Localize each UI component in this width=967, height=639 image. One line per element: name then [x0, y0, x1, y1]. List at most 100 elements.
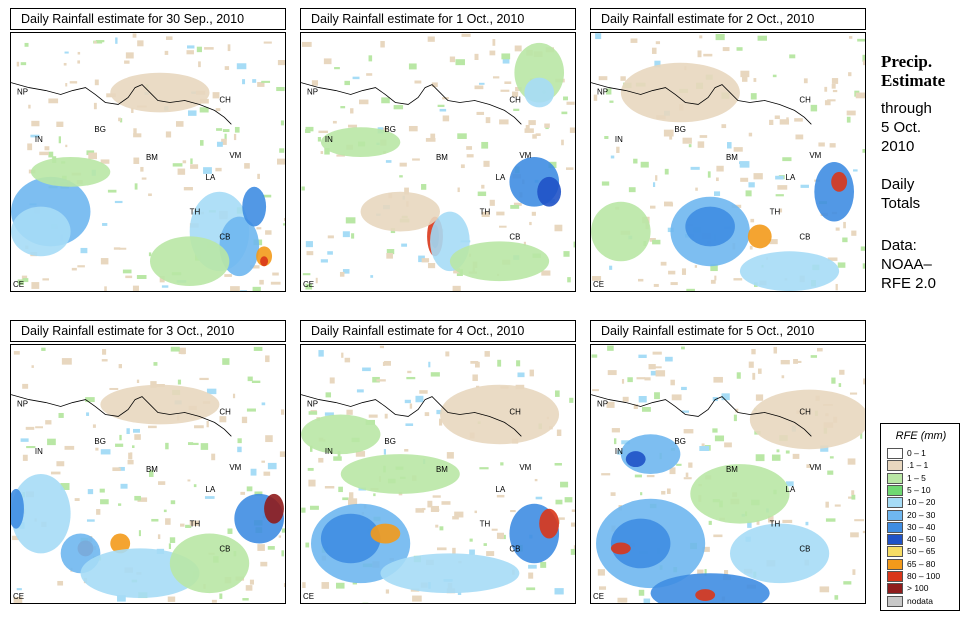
- rain-speckle: [57, 580, 64, 586]
- rain-speckle: [131, 107, 134, 113]
- rain-speckle: [257, 173, 260, 179]
- rain-area: [110, 533, 131, 554]
- rain-speckle: [510, 510, 516, 513]
- rain-speckle: [431, 82, 438, 88]
- rain-speckle: [634, 474, 642, 478]
- rain-speckle: [733, 278, 743, 281]
- rain-speckle: [528, 120, 536, 126]
- rain-speckle: [101, 359, 108, 362]
- rain-speckle: [211, 453, 216, 461]
- rain-speckle: [356, 389, 364, 393]
- rain-speckle: [118, 364, 123, 369]
- rain-speckle: [610, 155, 615, 159]
- rain-speckle: [25, 426, 35, 430]
- rain-speckle: [309, 445, 313, 452]
- rain-speckle: [860, 246, 865, 251]
- rain-speckle: [529, 369, 534, 377]
- rain-speckle: [564, 497, 573, 503]
- rain-speckle: [95, 447, 99, 451]
- rain-speckle: [56, 121, 64, 127]
- rain-speckle: [415, 508, 425, 513]
- rain-speckle: [252, 79, 257, 83]
- rain-speckle: [573, 545, 575, 551]
- rain-speckle: [341, 352, 344, 358]
- label-np: NP: [597, 400, 608, 409]
- rain-speckle: [648, 364, 656, 370]
- rain-speckle: [457, 592, 462, 595]
- legend-label: > 100: [907, 583, 929, 594]
- rain-area: [11, 474, 71, 554]
- rainfall-panel-2: Daily Rainfall estimate for 1 Oct., 2010…: [300, 8, 576, 292]
- rain-speckle: [69, 81, 78, 84]
- rain-speckle: [267, 462, 277, 470]
- label-la: LA: [496, 485, 506, 494]
- rain-area: [749, 389, 865, 450]
- rainfall-map: NP IN BG BM CH VM LA TH CB CE: [10, 344, 286, 604]
- rain-area: [11, 488, 24, 529]
- rain-speckle: [485, 117, 491, 124]
- rain-speckle: [283, 217, 285, 221]
- rain-speckle: [491, 528, 498, 531]
- rain-speckle: [30, 134, 40, 138]
- label-ce: CE: [303, 592, 314, 601]
- map-borders: [301, 394, 522, 437]
- rain-speckle: [556, 429, 562, 436]
- rain-speckle: [666, 488, 671, 494]
- rain-speckle: [215, 108, 221, 112]
- label-la: LA: [206, 485, 216, 494]
- label-cb: CB: [509, 544, 520, 553]
- date-line-2: 2010: [881, 138, 915, 155]
- rainfall-map-svg: NP IN BG BM CH VM LA TH CB CE: [301, 345, 575, 603]
- map-base-layer: NP IN BG BM CH VM LA TH CB CE: [301, 394, 531, 601]
- rain-area: [264, 493, 284, 524]
- rain-speckle: [483, 160, 490, 167]
- rain-speckle: [671, 394, 682, 401]
- rain-speckle: [774, 115, 780, 120]
- legend-swatch: [887, 497, 903, 509]
- rain-speckle: [510, 204, 520, 209]
- rain-speckle: [445, 351, 450, 357]
- rain-speckle: [329, 377, 335, 384]
- rain-speckle: [119, 118, 123, 123]
- rain-speckle: [727, 142, 732, 149]
- rain-speckle: [64, 51, 69, 54]
- rain-speckle: [58, 136, 61, 144]
- rain-speckle: [125, 52, 134, 59]
- rain-speckle: [120, 483, 128, 489]
- rain-speckle: [324, 412, 334, 416]
- rain-speckle: [324, 486, 335, 489]
- rain-speckle: [124, 60, 130, 64]
- rain-area: [340, 454, 460, 494]
- rain-speckle: [554, 588, 564, 595]
- rainfall-map-svg: NP IN BG BM CH VM LA TH CB CE: [11, 346, 285, 603]
- rain-speckle: [598, 76, 608, 81]
- rain-speckle: [591, 354, 598, 358]
- rain-speckle: [497, 359, 502, 367]
- rain-speckle: [64, 445, 75, 450]
- rain-speckle: [80, 247, 88, 254]
- rain-area: [695, 589, 716, 602]
- rain-speckle: [848, 36, 853, 39]
- rain-speckle: [771, 454, 781, 461]
- rain-speckle: [415, 395, 424, 403]
- rain-speckle: [862, 54, 865, 62]
- rain-speckle: [104, 286, 107, 291]
- rain-speckle: [525, 124, 530, 129]
- rain-speckle: [342, 497, 349, 501]
- rainfall-map: NP IN BG BM CH VM LA TH CB CE: [300, 32, 576, 292]
- rain-speckle: [305, 283, 313, 290]
- rain-speckle: [250, 265, 260, 269]
- rain-speckle: [137, 497, 148, 502]
- rain-speckle: [342, 231, 350, 238]
- rain-speckle: [412, 595, 422, 602]
- rain-speckle: [745, 190, 752, 197]
- rain-speckle: [775, 194, 784, 197]
- rain-speckle: [302, 582, 306, 589]
- rain-speckle: [610, 492, 616, 496]
- rain-speckle: [633, 158, 638, 164]
- rain-speckle: [45, 420, 52, 425]
- rain-speckle: [262, 194, 272, 198]
- side-through: through 5 Oct. 2010: [881, 99, 965, 156]
- rain-speckle: [324, 147, 330, 155]
- rain-speckle: [780, 359, 790, 365]
